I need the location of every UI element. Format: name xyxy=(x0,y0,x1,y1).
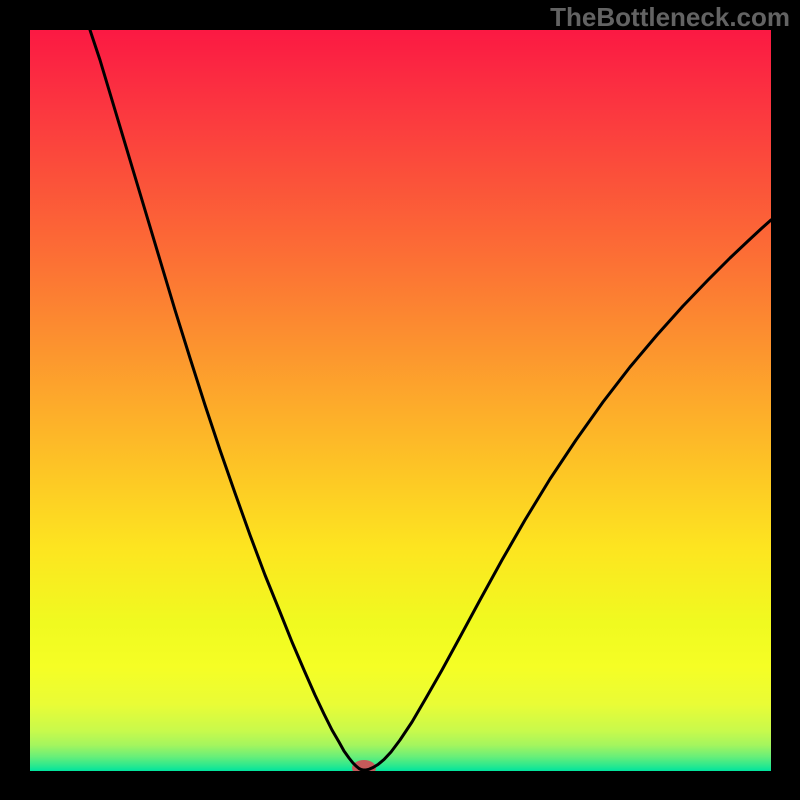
watermark-text: TheBottleneck.com xyxy=(550,2,790,33)
plot-area xyxy=(30,30,771,771)
chart-canvas: TheBottleneck.com xyxy=(0,0,800,800)
bottleneck-curve xyxy=(90,30,771,770)
curve-svg xyxy=(30,30,771,771)
